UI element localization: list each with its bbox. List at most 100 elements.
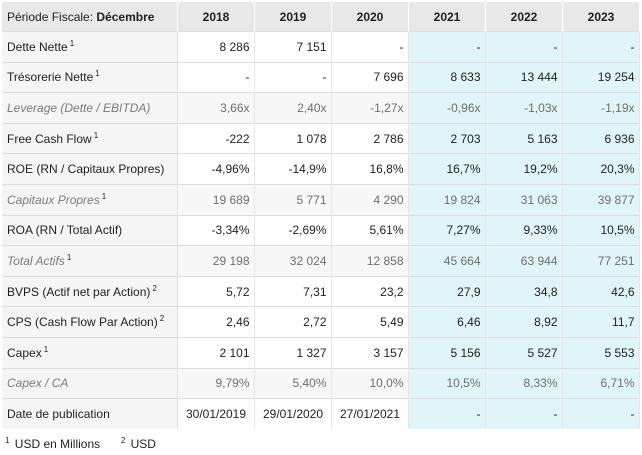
value-cell-2019: 29/01/2020 <box>254 398 332 430</box>
footnote-mark-1: 1 <box>5 436 10 445</box>
value-cell-2023: 10,5% <box>562 214 640 246</box>
row-label: Capex 1 <box>2 336 178 369</box>
value-cell-2022: 8,92 <box>485 306 563 338</box>
value-cell-2019: 5 771 <box>254 183 332 216</box>
value-cell-2020: 23,2 <box>331 275 409 307</box>
value-cell-2018: 8 286 <box>177 31 255 63</box>
row-label-text: ROE (RN / Capitaux Propres) <box>7 162 165 177</box>
value-cell-2023: 11,7 <box>562 306 640 338</box>
value-cell-2021: 27,9 <box>408 275 486 307</box>
value-cell-2019: 32 024 <box>254 245 332 277</box>
value-cell-2018: 29 198 <box>177 245 255 277</box>
value-cell-2019: 5,40% <box>254 367 332 399</box>
value-cell-2019: 7,31 <box>254 275 332 307</box>
value-cell-2018: 3,66x <box>177 92 255 124</box>
table-row: ROE (RN / Capitaux Propres) -4,96% -14,9% 1… <box>2 153 640 185</box>
row-label-text: BVPS (Actif net par Action) <box>7 284 151 299</box>
value-cell-2020: 5,61% <box>331 214 409 246</box>
value-cell-2018: 9,79% <box>177 367 255 399</box>
value-cell-2018: 5,72 <box>177 275 255 307</box>
value-cell-2020: 10,0% <box>331 367 409 399</box>
row-label: Total Actifs 1 <box>2 245 178 277</box>
row-label: Free Cash Flow 1 <box>2 122 178 154</box>
value-cell-2020: - <box>331 31 409 63</box>
table-row: Total Actifs 1 29 198 32 024 12 858 45 664 63 … <box>2 245 640 277</box>
table-row: Capitaux Propres 1 19 689 5 771 4 290 19 824 3… <box>2 183 640 216</box>
value-cell-2019: -2,69% <box>254 214 332 246</box>
year-header-2019: 2019 <box>254 2 332 32</box>
table-row: Date de publication 30/01/2019 29/01/2020 2… <box>2 398 640 430</box>
value-cell-2020: 12 858 <box>331 245 409 277</box>
value-cell-2022: 13 444 <box>485 61 563 93</box>
value-cell-2021: - <box>408 398 486 430</box>
value-cell-2021: 7,27% <box>408 214 486 246</box>
row-label: CPS (Cash Flow Par Action) 2 <box>2 306 178 338</box>
value-cell-2019: - <box>254 61 332 93</box>
value-cell-2023: 5 553 <box>562 336 640 369</box>
value-cell-2021: 2 703 <box>408 122 486 154</box>
row-label-text: CPS (Cash Flow Par Action) <box>7 315 158 330</box>
footnote-text-2: USD <box>130 437 156 451</box>
row-label: ROE (RN / Capitaux Propres) <box>2 153 178 185</box>
row-footnote-mark: 2 <box>152 283 157 293</box>
value-cell-2022: - <box>485 398 563 430</box>
value-cell-2023: -1,19x <box>562 92 640 124</box>
table-row: ROA (RN / Total Actif) -3,34% -2,69% 5,61% 7… <box>2 214 640 246</box>
value-cell-2023: - <box>562 31 640 63</box>
year-header-2021: 2021 <box>408 2 486 32</box>
year-header-2022: 2022 <box>485 2 563 32</box>
footnotes: 1 USD en Millions 2 USD <box>5 436 156 452</box>
value-cell-2018: - <box>177 61 255 93</box>
value-cell-2022: 31 063 <box>485 183 563 216</box>
table-row: BVPS (Actif net par Action) 2 5,72 7,31 23,2… <box>2 275 640 307</box>
row-footnote-mark: 1 <box>93 130 99 140</box>
value-cell-2018: -4,96% <box>177 153 255 185</box>
value-cell-2022: 19,2% <box>485 153 563 185</box>
table-row: Capex / CA 9,79% 5,40% 10,0% 10,5% 8,33% 6,71% <box>2 367 640 399</box>
value-cell-2020: 2 786 <box>331 122 409 154</box>
financial-ratios-table: Période Fiscale: Décembre 2018 2019 2020… <box>2 2 640 430</box>
row-label-text: Capex <box>7 345 42 360</box>
table-row: Capex 1 2 101 1 327 3 157 5 156 5 527 5 553 <box>2 336 640 369</box>
row-label: Capitaux Propres 1 <box>2 183 178 216</box>
value-cell-2022: - <box>485 31 563 63</box>
row-label-text: Free Cash Flow <box>7 131 92 146</box>
value-cell-2022: 8,33% <box>485 367 563 399</box>
row-label: Leverage (Dette / EBITDA) <box>2 92 178 124</box>
value-cell-2021: 45 664 <box>408 245 486 277</box>
value-cell-2020: 27/01/2021 <box>331 398 409 430</box>
value-cell-2022: 63 944 <box>485 245 563 277</box>
value-cell-2021: 6,46 <box>408 306 486 338</box>
value-cell-2022: 5 163 <box>485 122 563 154</box>
footnote-mark-2: 2 <box>120 436 126 445</box>
footnote-text-1: USD en Millions <box>14 437 101 451</box>
value-cell-2018: -222 <box>177 122 255 154</box>
value-cell-2023: 6 936 <box>562 122 640 154</box>
value-cell-2021: -0,96x <box>408 92 486 124</box>
row-label: Trésorerie Nette 1 <box>2 61 178 93</box>
table-row: CPS (Cash Flow Par Action) 2 2,46 2,72 5,49 6… <box>2 306 640 338</box>
table-header-row: Période Fiscale: Décembre 2018 2019 2020… <box>2 2 640 32</box>
year-header-2018: 2018 <box>177 2 255 32</box>
value-cell-2022: 5 527 <box>485 336 563 369</box>
value-cell-2018: 2,46 <box>177 306 255 338</box>
value-cell-2023: 19 254 <box>562 61 640 93</box>
value-cell-2020: 5,49 <box>331 306 409 338</box>
value-cell-2019: 2,72 <box>254 306 332 338</box>
row-footnote-mark: 1 <box>66 252 72 262</box>
value-cell-2020: 7 696 <box>331 61 409 93</box>
value-cell-2019: 2,40x <box>254 92 332 124</box>
value-cell-2021: 5 156 <box>408 336 486 369</box>
row-footnote-mark: 1 <box>95 69 100 79</box>
value-cell-2020: 4 290 <box>331 183 409 216</box>
row-label: ROA (RN / Total Actif) <box>2 214 178 246</box>
value-cell-2021: 10,5% <box>408 367 486 399</box>
row-footnote-mark: 1 <box>101 191 107 201</box>
value-cell-2021: 19 824 <box>408 183 486 216</box>
value-cell-2019: -14,9% <box>254 153 332 185</box>
table-row: Leverage (Dette / EBITDA) 3,66x 2,40x -1,27… <box>2 92 640 124</box>
value-cell-2021: 8 633 <box>408 61 486 93</box>
row-footnote-mark: 1 <box>69 38 75 48</box>
row-label: Date de publication <box>2 398 178 430</box>
value-cell-2020: 3 157 <box>331 336 409 369</box>
